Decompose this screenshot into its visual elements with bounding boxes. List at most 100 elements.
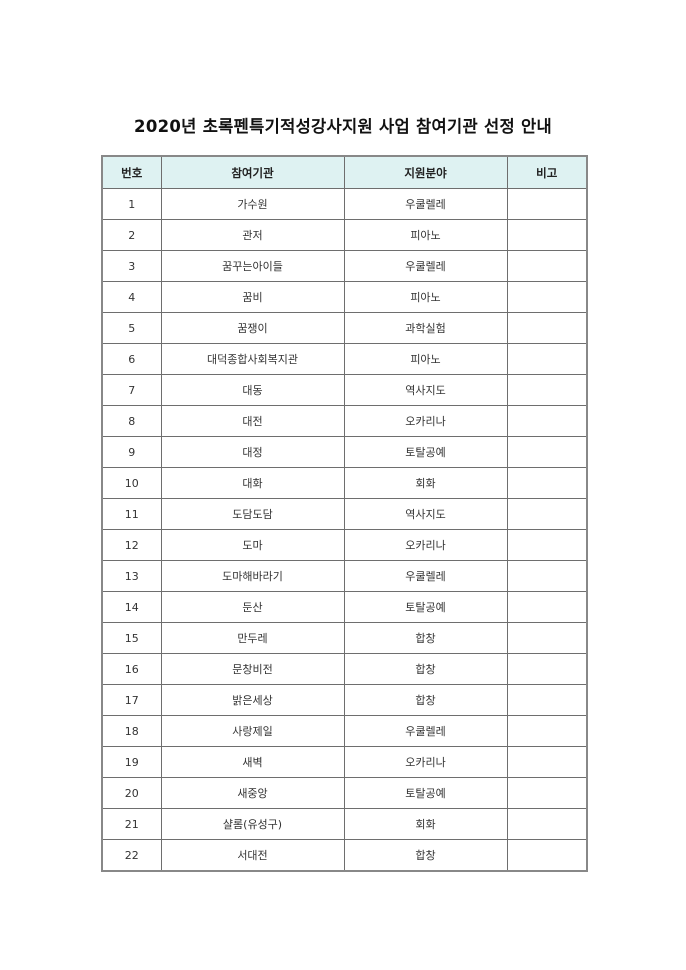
cell-note — [506, 591, 588, 623]
cell-support-field: 우쿨렐레 — [343, 715, 508, 747]
cell-support-field: 토탈공예 — [343, 436, 508, 468]
cell-note — [506, 684, 588, 716]
cell-note — [506, 219, 588, 251]
table-row: 2 관저 피아노 — [101, 219, 588, 251]
cell-note — [506, 281, 588, 313]
cell-organization: 서대전 — [160, 839, 345, 872]
cell-support-field: 피아노 — [343, 343, 508, 375]
cell-support-field: 합창 — [343, 622, 508, 654]
table-header-row: 번호 참여기관 지원분야 비고 — [101, 155, 588, 189]
table-row: 7 대동 역사지도 — [101, 374, 588, 406]
table-row: 3 꿈꾸는아이들 우쿨렐레 — [101, 250, 588, 282]
header-organization: 참여기관 — [160, 155, 345, 189]
cell-note — [506, 715, 588, 747]
cell-organization: 대전 — [160, 405, 345, 437]
table-row: 12 도마 오카리나 — [101, 529, 588, 561]
cell-support-field: 합창 — [343, 653, 508, 685]
cell-number: 14 — [101, 591, 162, 623]
cell-organization: 도담도담 — [160, 498, 345, 530]
cell-organization: 대동 — [160, 374, 345, 406]
cell-organization: 샬롬(유성구) — [160, 808, 345, 840]
cell-number: 15 — [101, 622, 162, 654]
cell-number: 3 — [101, 250, 162, 282]
table-row: 20 새중앙 토탈공예 — [101, 777, 588, 809]
cell-support-field: 토탈공예 — [343, 591, 508, 623]
cell-support-field: 회화 — [343, 467, 508, 499]
cell-number: 5 — [101, 312, 162, 344]
cell-support-field: 우쿨렐레 — [343, 188, 508, 220]
cell-number: 17 — [101, 684, 162, 716]
cell-note — [506, 653, 588, 685]
cell-support-field: 역사지도 — [343, 498, 508, 530]
table-row: 14 둔산 토탈공예 — [101, 591, 588, 623]
cell-organization: 만두레 — [160, 622, 345, 654]
cell-support-field: 회화 — [343, 808, 508, 840]
table-row: 17 밝은세상 합창 — [101, 684, 588, 716]
cell-organization: 새중앙 — [160, 777, 345, 809]
cell-number: 12 — [101, 529, 162, 561]
cell-note — [506, 777, 588, 809]
cell-organization: 대정 — [160, 436, 345, 468]
cell-number: 4 — [101, 281, 162, 313]
cell-support-field: 피아노 — [343, 281, 508, 313]
cell-organization: 사랑제일 — [160, 715, 345, 747]
cell-note — [506, 188, 588, 220]
cell-support-field: 합창 — [343, 839, 508, 872]
table-row: 18 사랑제일 우쿨렐레 — [101, 715, 588, 747]
table-row: 11 도담도담 역사지도 — [101, 498, 588, 530]
cell-support-field: 오카리나 — [343, 746, 508, 778]
header-note: 비고 — [506, 155, 588, 189]
cell-note — [506, 374, 588, 406]
document-title: 2020년 초록펜특기적성강사지원 사업 참여기관 선정 안내 — [134, 117, 552, 136]
cell-note — [506, 560, 588, 592]
table-row: 1 가수원 우쿨렐레 — [101, 188, 588, 220]
table-row: 10 대화 회화 — [101, 467, 588, 499]
cell-note — [506, 343, 588, 375]
cell-support-field: 역사지도 — [343, 374, 508, 406]
cell-support-field: 피아노 — [343, 219, 508, 251]
cell-support-field: 오카리나 — [343, 529, 508, 561]
table-row: 21 샬롬(유성구) 회화 — [101, 808, 588, 840]
cell-organization: 대화 — [160, 467, 345, 499]
header-support-field: 지원분야 — [343, 155, 508, 189]
cell-number: 18 — [101, 715, 162, 747]
cell-organization: 가수원 — [160, 188, 345, 220]
cell-note — [506, 498, 588, 530]
cell-organization: 꿈꾸는아이들 — [160, 250, 345, 282]
cell-number: 19 — [101, 746, 162, 778]
participants-table: 번호 참여기관 지원분야 비고 1 가수원 우쿨렐레 2 관저 피아노 3 꿈꾸는아이들 우쿨렐… — [101, 155, 588, 872]
cell-support-field: 합창 — [343, 684, 508, 716]
table-row: 9 대정 토탈공예 — [101, 436, 588, 468]
cell-note — [506, 529, 588, 561]
table-row: 13 도마해바라기 우쿨렐레 — [101, 560, 588, 592]
cell-support-field: 토탈공예 — [343, 777, 508, 809]
table-row: 19 새벽 오카리나 — [101, 746, 588, 778]
table-row: 15 만두레 합창 — [101, 622, 588, 654]
cell-organization: 대덕종합사회복지관 — [160, 343, 345, 375]
cell-support-field: 오카리나 — [343, 405, 508, 437]
table-row: 5 꿈쟁이 과학실험 — [101, 312, 588, 344]
cell-organization: 도마해바라기 — [160, 560, 345, 592]
cell-note — [506, 312, 588, 344]
cell-number: 2 — [101, 219, 162, 251]
table-row: 22 서대전 합창 — [101, 839, 588, 872]
cell-number: 9 — [101, 436, 162, 468]
cell-organization: 밝은세상 — [160, 684, 345, 716]
cell-organization: 꿈비 — [160, 281, 345, 313]
header-number: 번호 — [101, 155, 162, 189]
cell-organization: 둔산 — [160, 591, 345, 623]
cell-number: 21 — [101, 808, 162, 840]
cell-number: 20 — [101, 777, 162, 809]
cell-note — [506, 467, 588, 499]
cell-note — [506, 839, 588, 872]
cell-support-field: 과학실험 — [343, 312, 508, 344]
table-row: 4 꿈비 피아노 — [101, 281, 588, 313]
cell-support-field: 우쿨렐레 — [343, 250, 508, 282]
table-row: 16 문창비전 합창 — [101, 653, 588, 685]
table-row: 6 대덕종합사회복지관 피아노 — [101, 343, 588, 375]
cell-note — [506, 436, 588, 468]
cell-support-field: 우쿨렐레 — [343, 560, 508, 592]
cell-number: 16 — [101, 653, 162, 685]
cell-organization: 새벽 — [160, 746, 345, 778]
cell-number: 1 — [101, 188, 162, 220]
